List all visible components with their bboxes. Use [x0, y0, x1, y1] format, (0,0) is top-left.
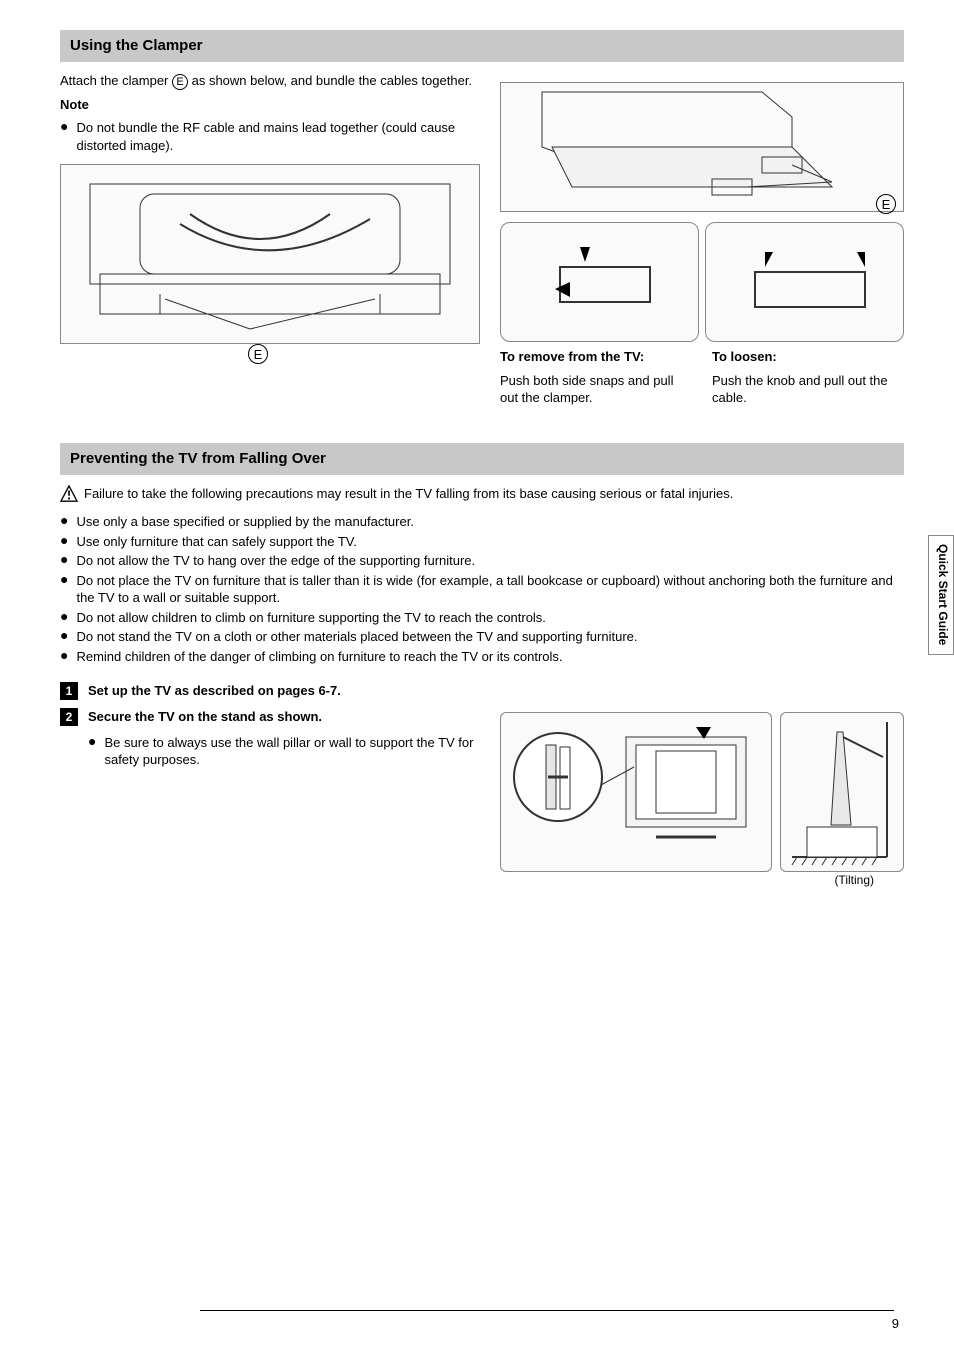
step-1-text: Set up the TV as described on pages 6-7.: [88, 682, 341, 700]
clamper-left-column: Attach the clamper E as shown below, and…: [60, 72, 480, 413]
bullet-icon: ●: [60, 648, 68, 666]
bullet-icon: ●: [60, 609, 68, 627]
to-remove-text: Push both side snaps and pull out the cl…: [500, 372, 692, 407]
warn-item-0: Use only a base specified or supplied by…: [76, 513, 413, 531]
marker-e-left-diagram: E: [248, 344, 268, 364]
step-1: 1 Set up the TV as described on pages 6-…: [60, 682, 480, 700]
warning-bullet-list: ● Use only a base specified or supplied b…: [60, 513, 904, 665]
page-content: Using the Clamper Attach the clamper E a…: [0, 0, 954, 908]
clamper-right-column: E: [500, 72, 904, 413]
step-2-badge: 2: [60, 708, 78, 726]
bullet-icon: ●: [60, 572, 68, 607]
step-2-text: Secure the TV on the stand as shown.: [88, 708, 322, 726]
step-1-badge: 1: [60, 682, 78, 700]
tv-rear-clamper-illustration: [80, 174, 460, 334]
clamper-remove-illustration: [520, 227, 680, 337]
warn-item-3: Do not place the TV on furniture that is…: [76, 572, 904, 607]
note-label: Note: [60, 97, 89, 112]
clamper-detail-panels: [500, 222, 904, 342]
bullet-icon: ●: [88, 734, 96, 769]
bullet-icon: ●: [60, 513, 68, 531]
bullet-icon: ●: [60, 119, 68, 154]
secure-tv-diagram: [500, 712, 772, 872]
remove-instructions: To remove from the TV: Push both side sn…: [500, 348, 692, 413]
to-loosen-text: Push the knob and pull out the cable.: [712, 372, 904, 407]
warn-item-1: Use only furniture that can safely suppo…: [76, 533, 356, 551]
warn-item-5: Do not stand the TV on a cloth or other …: [76, 628, 637, 646]
clamper-intro: Attach the clamper E as shown below, and…: [60, 72, 480, 90]
secure-tv-side-illustration: [787, 717, 897, 867]
clamper-loosen-illustration: [725, 227, 885, 337]
page-number: 9: [892, 1315, 899, 1333]
step-2-note: Be sure to always use the wall pillar or…: [104, 734, 480, 769]
loosen-instructions: To loosen: Push the knob and pull out th…: [712, 348, 904, 413]
clamper-remove-panel: [500, 222, 699, 342]
section-title-falling: Preventing the TV from Falling Over: [60, 443, 904, 475]
marker-e-inline: E: [172, 74, 188, 90]
secure-tv-side-diagram: [780, 712, 905, 872]
step-2: 2 Secure the TV on the stand as shown.: [60, 708, 480, 726]
tilting-label: (Tilting): [500, 872, 904, 888]
note-text: Do not bundle the RF cable and mains lea…: [76, 119, 480, 154]
clamper-attach-diagram: [500, 82, 904, 212]
warn-item-4: Do not allow children to climb on furnit…: [76, 609, 545, 627]
section-title-clamper: Using the Clamper: [60, 30, 904, 62]
bullet-icon: ●: [60, 533, 68, 551]
footer-rule: [200, 1310, 894, 1311]
secure-diagram-column: (Tilting): [500, 682, 904, 888]
warning-icon: [60, 485, 78, 503]
secure-tv-illustration: [506, 717, 766, 867]
bullet-icon: ●: [60, 552, 68, 570]
note-bullet-list: ● Do not bundle the RF cable and mains l…: [60, 119, 480, 154]
clamper-loosen-panel: [705, 222, 904, 342]
to-remove-title: To remove from the TV:: [500, 348, 692, 366]
steps-column: 1 Set up the TV as described on pages 6-…: [60, 682, 480, 888]
bullet-icon: ●: [60, 628, 68, 646]
warning-row: Failure to take the following precaution…: [60, 485, 904, 503]
note-row: Note: [60, 96, 480, 114]
warn-item-6: Remind children of the danger of climbin…: [76, 648, 562, 666]
to-loosen-title: To loosen:: [712, 348, 904, 366]
clamper-rear-diagram: [60, 164, 480, 344]
side-tab: Quick Start Guide: [928, 535, 954, 655]
warning-text: Failure to take the following precaution…: [84, 485, 733, 503]
warn-item-2: Do not allow the TV to hang over the edg…: [76, 552, 475, 570]
step-2-note-list: ● Be sure to always use the wall pillar …: [88, 734, 480, 769]
tv-base-clamper-illustration: [532, 87, 872, 207]
